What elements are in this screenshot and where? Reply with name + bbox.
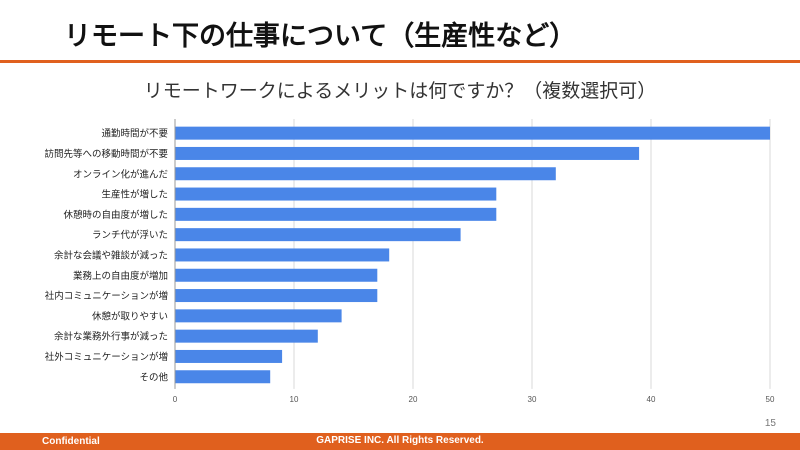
title-divider — [0, 60, 800, 63]
category-label: 訪問先等への移動時間が不要 — [44, 148, 168, 160]
category-label: 業務上の自由度が増加 — [73, 270, 168, 282]
x-tick-label: 50 — [766, 395, 775, 404]
slide-title: リモート下の仕事について（生産性など） — [64, 21, 577, 52]
page-number: 15 — [764, 418, 776, 429]
category-label: 通勤時間が不要 — [101, 128, 168, 140]
category-label: 休憩時の自由度が増した — [63, 209, 168, 221]
chart-title: リモートワークによるメリットは何ですか？（複数選択可） — [143, 80, 657, 102]
category-label: ランチ代が浮いた — [92, 229, 168, 241]
bar — [175, 289, 378, 303]
bar-chart: 0 10 20 30 40 50 通勤時間が不要訪問先等への移動時間が不要オンライン化が進ん… — [44, 119, 775, 404]
category-label: オンライン化が進んだ — [73, 168, 169, 180]
footer-confidential: Confidential — [42, 436, 100, 447]
bar — [175, 329, 318, 343]
bar — [175, 146, 640, 160]
footer-copyright: GAPRISE INC. All Rights Reserved. — [316, 435, 484, 446]
bar — [175, 248, 390, 262]
bar — [175, 309, 342, 323]
x-tick-label: 40 — [647, 395, 656, 404]
bar — [175, 228, 461, 242]
bar — [175, 370, 271, 384]
category-label: 社内コミュニケーションが増 — [45, 290, 168, 302]
bar — [175, 349, 283, 363]
bar — [175, 167, 556, 181]
category-label: 休憩が取りやすい — [92, 310, 168, 322]
category-label: 社外コミュニケーションが増 — [45, 351, 168, 363]
bar — [175, 207, 497, 221]
x-tick-label: 10 — [290, 395, 299, 404]
bar — [175, 126, 770, 140]
category-label: 余計な業務外行事が減った — [54, 331, 168, 343]
bar — [175, 268, 378, 282]
bar — [175, 187, 497, 201]
x-tick-label: 0 — [173, 395, 178, 404]
category-label: その他 — [139, 371, 168, 383]
category-label: 余計な会議や雑談が減った — [54, 249, 168, 261]
footer-bar — [0, 433, 800, 450]
category-label: 生産性が増した — [101, 189, 168, 201]
x-tick-label: 20 — [409, 395, 418, 404]
x-tick-label: 30 — [528, 395, 537, 404]
